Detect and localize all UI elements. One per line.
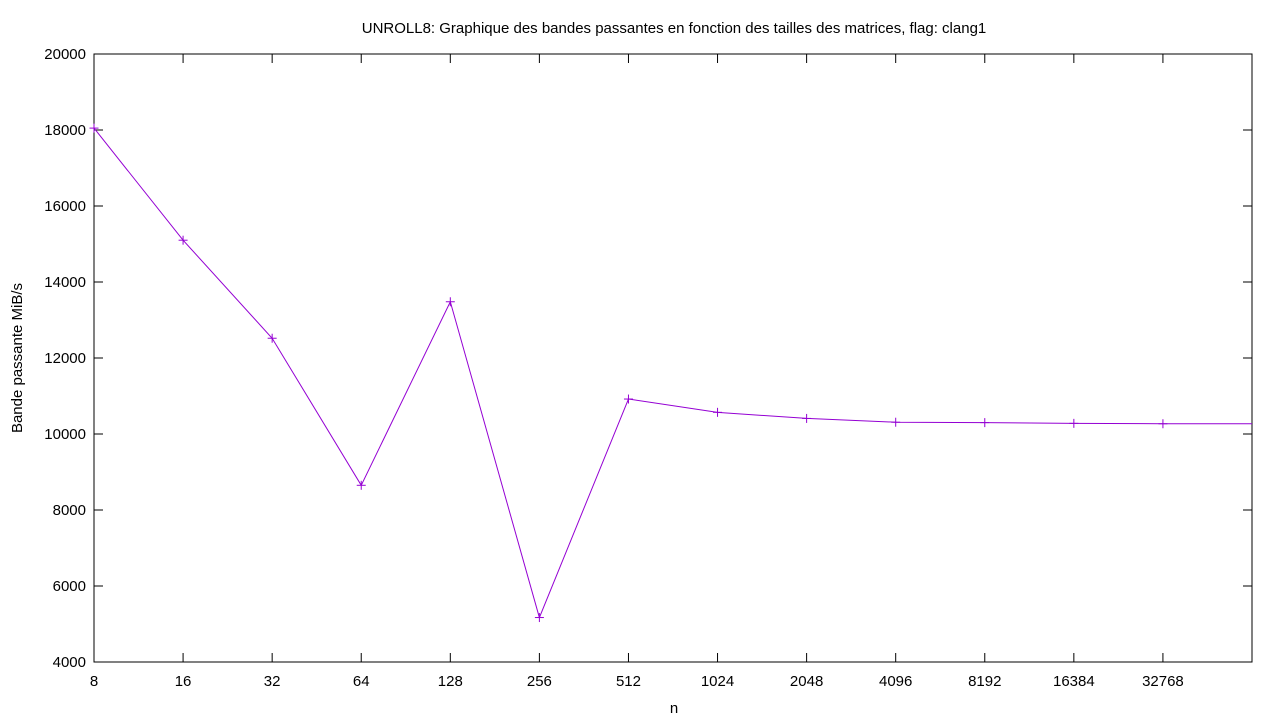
y-tick-label: 20000 bbox=[44, 46, 86, 63]
data-point-marker bbox=[713, 407, 723, 417]
x-axis: 8 16 32 64 128 256 512 1024 2048 4096 8192 16384 327… bbox=[90, 54, 1184, 690]
data-point-marker bbox=[534, 613, 544, 623]
data-point-marker bbox=[178, 235, 188, 245]
y-tick-label: 14000 bbox=[44, 274, 86, 291]
x-tick-label: 16384 bbox=[1053, 673, 1095, 690]
data-point-marker bbox=[356, 480, 366, 490]
x-tick-label: 1024 bbox=[701, 673, 734, 690]
x-tick-label: 16 bbox=[175, 673, 192, 690]
x-tick-label: 8192 bbox=[968, 673, 1001, 690]
data-point-marker bbox=[623, 394, 633, 404]
data-point-marker bbox=[1069, 418, 1079, 428]
y-tick-label: 6000 bbox=[53, 578, 86, 595]
data-point-marker bbox=[802, 413, 812, 423]
data-point-marker bbox=[267, 333, 277, 343]
data-point-marker bbox=[445, 297, 455, 307]
y-tick-label: 10000 bbox=[44, 426, 86, 443]
y-tick-label: 8000 bbox=[53, 502, 86, 519]
data-point-marker bbox=[89, 123, 99, 133]
series-line bbox=[93, 127, 1252, 620]
x-tick-label: 256 bbox=[527, 673, 552, 690]
y-tick-label: 12000 bbox=[44, 350, 86, 367]
x-tick-label: 2048 bbox=[790, 673, 823, 690]
y-tick-label: 16000 bbox=[44, 198, 86, 215]
chart-title: UNROLL8: Graphique des bandes passantes … bbox=[362, 20, 987, 37]
data-point-marker bbox=[1158, 419, 1168, 429]
x-tick-label: 4096 bbox=[879, 673, 912, 690]
y-axis: 4000 6000 8000 10000 12000 14000 16000 18000 200… bbox=[44, 46, 1252, 671]
plot-frame bbox=[93, 53, 1253, 663]
y-axis-label: Bande passante MiB/s bbox=[9, 283, 26, 433]
y-tick-label: 4000 bbox=[53, 654, 86, 671]
y-tick-label: 18000 bbox=[44, 122, 86, 139]
x-tick-label: 128 bbox=[438, 673, 463, 690]
x-tick-label: 512 bbox=[616, 673, 641, 690]
x-tick-label: 32 bbox=[264, 673, 281, 690]
x-tick-label: 32768 bbox=[1142, 673, 1184, 690]
data-point-marker bbox=[891, 417, 901, 427]
x-tick-label: 64 bbox=[353, 673, 370, 690]
series-layer bbox=[89, 123, 1252, 623]
data-point-marker bbox=[980, 418, 990, 428]
x-axis-label: n bbox=[670, 700, 678, 717]
x-tick-label: 8 bbox=[90, 673, 98, 690]
